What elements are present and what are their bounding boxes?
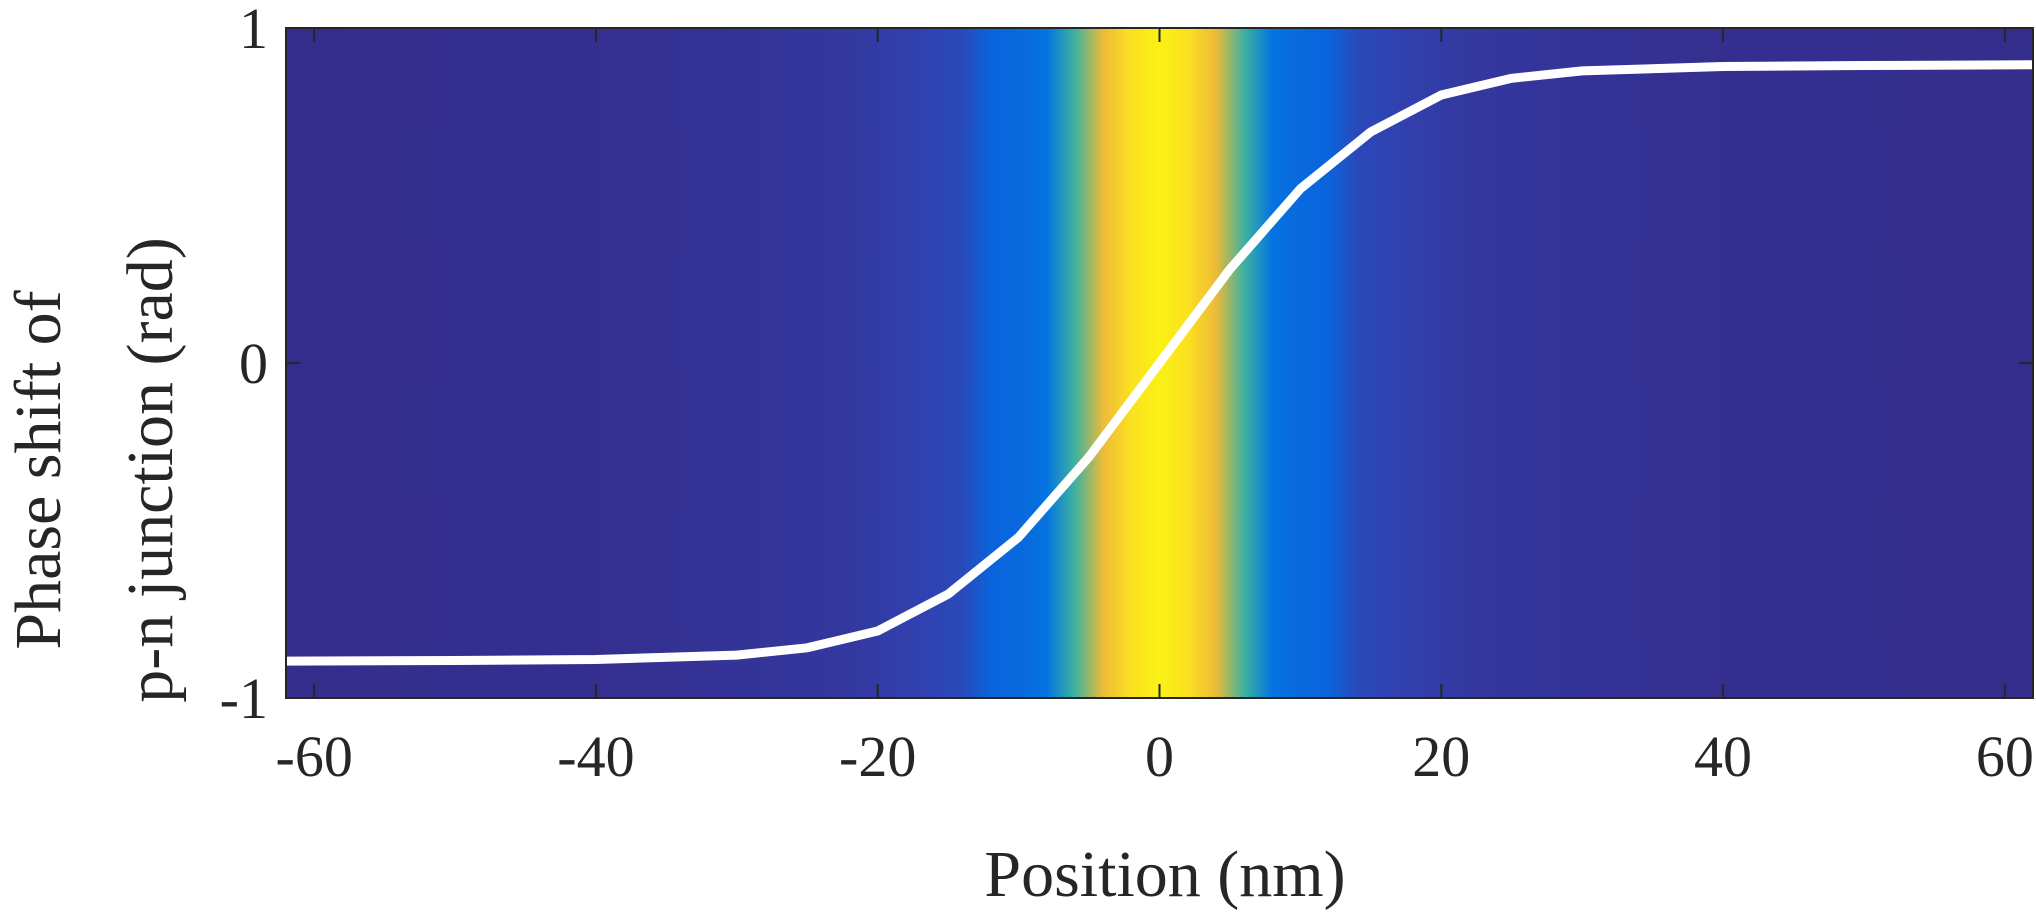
plot-area (281, 27, 2036, 699)
y-tick-label: 0 (239, 331, 268, 396)
y-tick-label: 1 (239, 0, 268, 61)
y-axis-label-line-2: p-n junction (rad) (114, 237, 187, 703)
x-tick-label: 0 (1145, 724, 1174, 789)
x-tick-label: 40 (1694, 724, 1752, 789)
y-tick-label: -1 (220, 666, 268, 731)
x-axis: -60 -40 -20 0 20 40 60 (276, 28, 2034, 789)
series-line-0 (281, 60, 2036, 666)
x-tick-label: 60 (1976, 724, 2034, 789)
y-axis-label: Phase shift of p-n junction (rad) (2, 237, 187, 703)
x-tick-label: -20 (839, 724, 916, 789)
x-tick-label: -40 (557, 724, 634, 789)
y-axis-label-line-1: Phase shift of (2, 290, 75, 649)
x-tick-label: 20 (1412, 724, 1470, 789)
x-tick-label: -60 (276, 724, 353, 789)
x-axis-label: Position (nm) (984, 838, 1345, 911)
y-axis: -1 0 1 (220, 0, 2033, 731)
